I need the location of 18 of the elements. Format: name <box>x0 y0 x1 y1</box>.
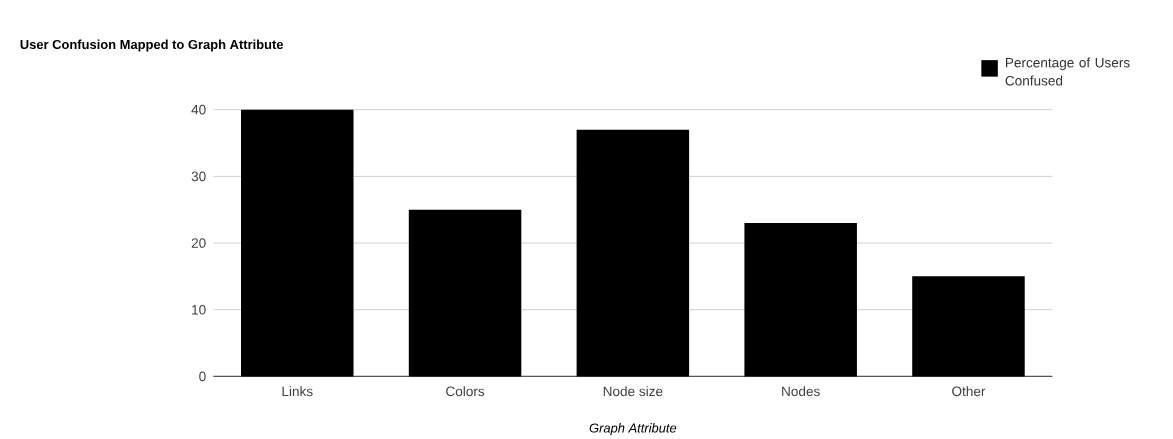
bar <box>744 222 857 377</box>
y-tick-label: 10 <box>192 304 206 315</box>
x-tick-label: Node size <box>603 385 663 396</box>
bar <box>408 209 522 377</box>
bar <box>241 109 354 377</box>
x-axis-title: Graph Attribute <box>589 422 677 435</box>
bar <box>576 129 690 377</box>
bar <box>912 276 1025 377</box>
x-tick-label: Other <box>952 385 986 396</box>
legend-label: Percentage of Users Confused <box>1005 57 1130 86</box>
x-tick-label: Nodes <box>782 385 820 396</box>
y-tick-label: 0 <box>199 371 206 381</box>
y-tick-label: 20 <box>191 238 206 248</box>
x-tick-label: Links <box>282 385 313 396</box>
y-tick-label: 40 <box>191 104 206 115</box>
chart-title: User Confusion Mapped to Graph Attribute <box>20 39 284 52</box>
x-tick-label: Colors <box>446 385 485 396</box>
y-tick-label: 30 <box>191 171 206 181</box>
